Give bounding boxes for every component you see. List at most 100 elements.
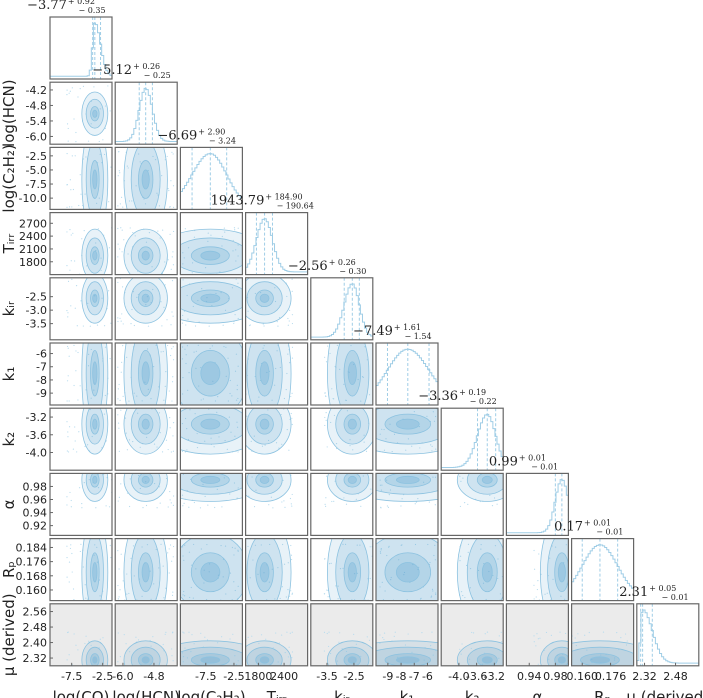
- sample-point: [280, 413, 282, 416]
- sample-point: [85, 156, 87, 158]
- sample-point: [75, 141, 77, 143]
- sample-point: [387, 506, 390, 508]
- sample-point: [235, 353, 238, 355]
- contour-level: [190, 473, 230, 488]
- sample-point: [464, 596, 466, 599]
- sample-point: [537, 663, 539, 665]
- sample-point: [71, 278, 73, 281]
- sample-point: [138, 153, 140, 155]
- sample-point: [208, 563, 211, 565]
- sample-point: [559, 631, 561, 633]
- sample-point: [72, 232, 74, 234]
- sample-point: [84, 584, 86, 586]
- contour-level: [138, 160, 154, 199]
- panel-frame: [310, 472, 374, 536]
- sample-point: [471, 631, 473, 634]
- panel-frame: [245, 277, 309, 341]
- sample-point: [139, 487, 141, 490]
- sample-point: [249, 577, 251, 579]
- title-plus: + 0.19: [459, 388, 486, 397]
- panel-frame: [245, 212, 309, 276]
- sample-point: [66, 576, 68, 578]
- sample-point: [553, 668, 554, 669]
- sample-point: [74, 426, 76, 428]
- sample-point: [245, 276, 246, 277]
- sample-point: [565, 685, 566, 686]
- sample-point: [185, 324, 187, 326]
- sample-point: [165, 371, 167, 373]
- sample-point: [123, 239, 125, 241]
- sample-point: [172, 185, 175, 187]
- sample-point: [283, 500, 285, 502]
- contour-panel: [245, 472, 309, 536]
- sample-point: [66, 152, 68, 155]
- panel-background: [245, 473, 308, 536]
- sample-point: [157, 194, 159, 196]
- sample-point: [135, 636, 137, 638]
- sample-point: [182, 377, 184, 379]
- sample-point: [434, 685, 435, 686]
- sample-point: [282, 479, 284, 481]
- sample-point: [328, 631, 330, 633]
- title-minus: − 0.22: [470, 397, 497, 406]
- sample-point: [323, 631, 326, 633]
- sample-point: [225, 375, 227, 377]
- sample-point: [589, 687, 590, 688]
- y-tick-label: 2.56: [23, 606, 48, 619]
- sample-point: [267, 439, 270, 442]
- x-tick-label: 0.160: [566, 670, 598, 683]
- contour-level: [343, 473, 362, 488]
- sample-point: [75, 131, 77, 134]
- sample-point: [235, 664, 238, 666]
- sample-point: [255, 489, 257, 491]
- sample-point: [161, 175, 163, 177]
- sample-point: [146, 544, 149, 546]
- contour-panel: [245, 276, 309, 341]
- sample-point: [70, 499, 72, 502]
- sample-point: [591, 658, 593, 661]
- contour-level: [85, 408, 104, 445]
- sample-point: [398, 559, 400, 561]
- contour-level: [589, 656, 611, 664]
- sample-point: [537, 580, 539, 582]
- contour-level: [255, 289, 274, 307]
- sample-point: [413, 410, 415, 413]
- sample-point: [117, 598, 120, 600]
- sample-point: [620, 683, 621, 684]
- sample-point: [200, 632, 202, 634]
- sample-point: [226, 406, 227, 407]
- sample-point: [190, 564, 193, 566]
- contour-level: [327, 640, 373, 666]
- sample-point: [589, 685, 590, 686]
- sample-point: [68, 206, 71, 208]
- sample-point: [467, 551, 469, 553]
- sample-point: [202, 483, 204, 486]
- contour-panel: [505, 537, 569, 602]
- sample-point: [287, 353, 289, 355]
- sample-point: [325, 412, 327, 414]
- sample-point: [87, 598, 89, 600]
- sample-point: [182, 594, 184, 596]
- sample-point: [82, 158, 85, 160]
- sample-point: [231, 275, 232, 276]
- panel-frame: [49, 603, 113, 667]
- sample-point: [71, 206, 73, 208]
- y-tick-label: -4.2: [26, 84, 47, 97]
- panel-background: [115, 82, 178, 145]
- sample-point: [337, 598, 339, 600]
- sample-point: [82, 325, 84, 327]
- contour-level: [327, 473, 373, 502]
- sample-point: [131, 684, 132, 685]
- sample-point: [498, 657, 500, 659]
- sample-point: [149, 570, 151, 572]
- sample-point: [132, 440, 134, 443]
- sample-point: [432, 654, 434, 656]
- sample-point: [281, 634, 283, 636]
- panel-background: [441, 408, 504, 471]
- title-minus: − 1.54: [404, 332, 431, 341]
- sample-point: [328, 563, 331, 565]
- sample-point: [66, 231, 68, 233]
- sample-point: [465, 564, 468, 567]
- y-axis-label: kᵢᵣ: [0, 301, 18, 316]
- contour-level: [245, 473, 292, 502]
